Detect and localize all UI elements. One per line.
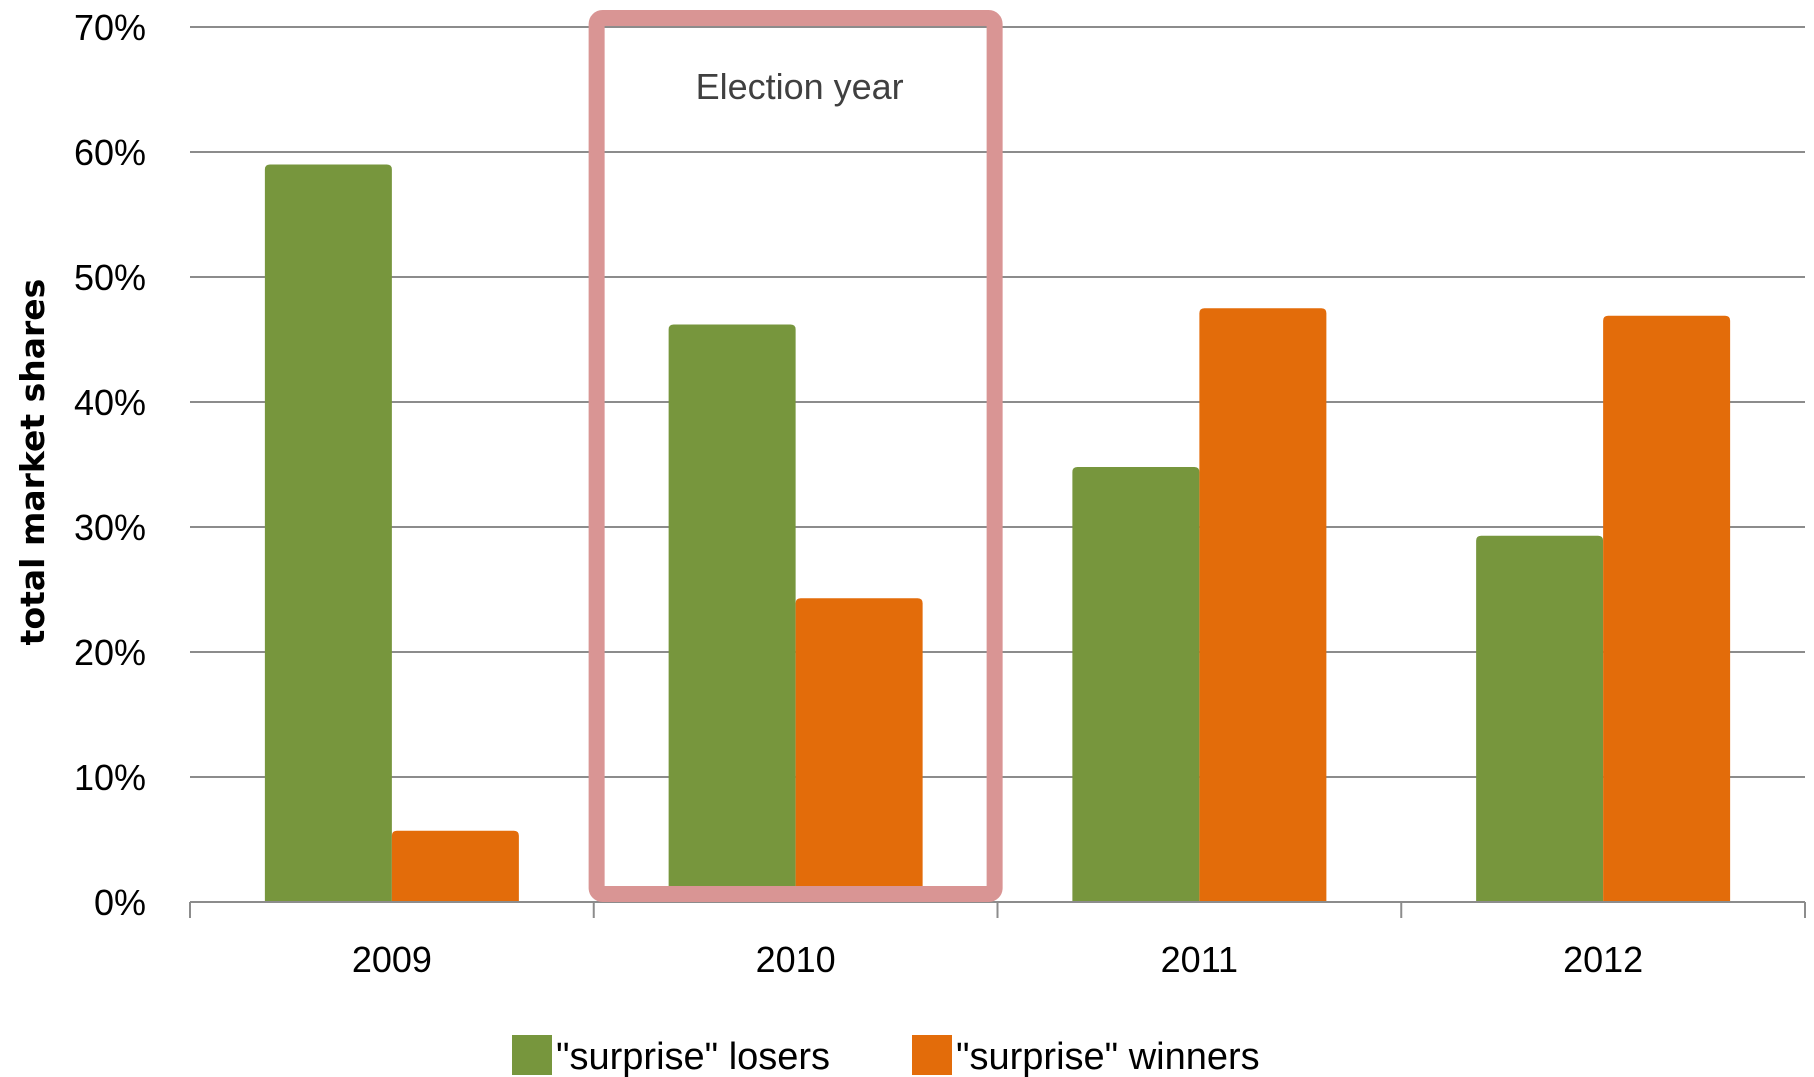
x-axis-tick-labels: 2009 2010 2011 2012 — [352, 939, 1643, 980]
y-tick-label: 10% — [74, 757, 146, 798]
y-tick-label: 70% — [74, 7, 146, 48]
y-tick-label: 50% — [74, 257, 146, 298]
y-tick-label: 60% — [74, 132, 146, 173]
x-tick-label: 2009 — [352, 939, 432, 980]
bar-surprise-losers-2012 — [1476, 535, 1604, 902]
y-tick-label: 20% — [74, 632, 146, 673]
y-tick-label: 40% — [74, 382, 146, 423]
legend-swatch-surprise-losers — [512, 1035, 552, 1075]
x-tick-label: 2011 — [1161, 939, 1238, 980]
x-axis — [189, 901, 1806, 918]
bar-surprise-losers-2011 — [1072, 467, 1200, 902]
y-axis-tick-labels: 0% 10% 20% 30% 40% 50% 60% 70% — [74, 7, 146, 923]
bar-surprise-winners-2011 — [1199, 308, 1327, 902]
x-tick-label: 2012 — [1563, 939, 1643, 980]
legend-label-surprise-winners: "surprise" winners — [956, 1036, 1260, 1077]
bar-surprise-winners-2009 — [391, 830, 519, 902]
election-year-label: Election year — [696, 66, 904, 107]
bar-surprise-losers-2010 — [668, 324, 796, 902]
election-year-highlight-box — [588, 10, 1003, 902]
bar-surprise-winners-2010 — [795, 598, 923, 902]
bar-surprise-winners-2012 — [1603, 315, 1731, 902]
bar-surprise-losers-2009 — [264, 164, 392, 902]
y-tick-label: 0% — [94, 882, 146, 923]
bars — [264, 164, 1731, 902]
y-axis-title: total market shares — [13, 279, 52, 646]
election-year-annotation: Election year — [588, 10, 1003, 902]
legend-label-surprise-losers: "surprise" losers — [556, 1036, 830, 1077]
y-tick-label: 30% — [74, 507, 146, 548]
legend-swatch-surprise-winners — [912, 1035, 952, 1075]
x-tick-label: 2010 — [756, 939, 836, 980]
legend: "surprise" losers "surprise" winners — [512, 1035, 1260, 1077]
